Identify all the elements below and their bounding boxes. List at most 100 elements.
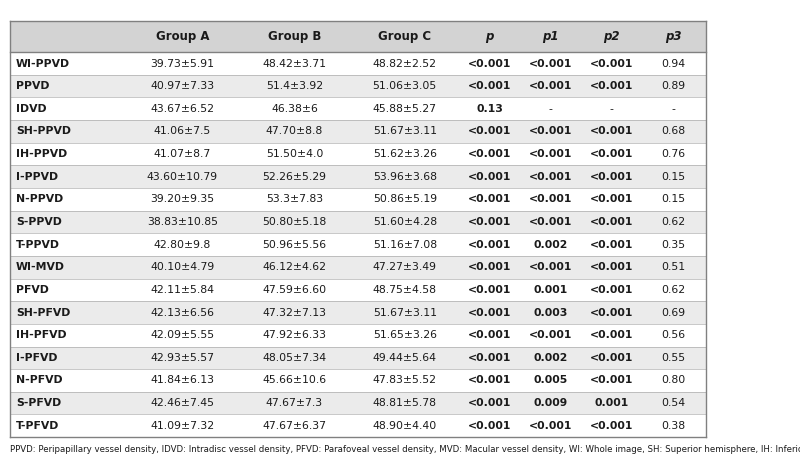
Text: 0.62: 0.62 — [662, 217, 686, 227]
Text: 42.80±9.8: 42.80±9.8 — [154, 240, 211, 249]
Text: PPVD: PPVD — [16, 81, 50, 91]
Bar — [350, 301, 459, 324]
Bar — [238, 120, 350, 143]
Text: <0.001: <0.001 — [590, 195, 633, 204]
Bar — [126, 97, 238, 120]
Text: 0.80: 0.80 — [662, 376, 686, 385]
Bar — [10, 211, 126, 233]
Text: 39.73±5.91: 39.73±5.91 — [150, 59, 214, 68]
Text: <0.001: <0.001 — [529, 81, 572, 91]
Bar — [126, 414, 238, 437]
Text: 0.15: 0.15 — [662, 172, 686, 182]
Bar — [350, 369, 459, 392]
Bar — [10, 233, 126, 256]
Text: <0.001: <0.001 — [529, 172, 572, 182]
Bar — [459, 414, 520, 437]
Text: T-PPVD: T-PPVD — [16, 240, 60, 249]
Bar — [581, 233, 642, 256]
Bar — [581, 75, 642, 97]
Bar — [581, 52, 642, 75]
Bar — [642, 256, 706, 279]
Bar — [581, 97, 642, 120]
Bar — [581, 256, 642, 279]
Bar — [126, 188, 238, 211]
Text: WI-PPVD: WI-PPVD — [16, 59, 70, 68]
Bar — [581, 165, 642, 188]
Text: <0.001: <0.001 — [590, 81, 633, 91]
Bar — [520, 256, 581, 279]
Bar — [642, 414, 706, 437]
Text: 42.11±5.84: 42.11±5.84 — [150, 285, 214, 295]
Text: 51.50±4.0: 51.50±4.0 — [266, 149, 323, 159]
Text: 47.32±7.13: 47.32±7.13 — [262, 308, 326, 317]
Text: <0.001: <0.001 — [468, 149, 511, 159]
Text: PPVD: Peripapillary vessel density, IDVD: Intradisc vessel density, PFVD: Parafo: PPVD: Peripapillary vessel density, IDVD… — [10, 445, 800, 454]
Bar — [10, 52, 126, 75]
Text: <0.001: <0.001 — [468, 172, 511, 182]
Text: 48.81±5.78: 48.81±5.78 — [373, 398, 437, 408]
Bar — [126, 211, 238, 233]
Text: 47.67±6.37: 47.67±6.37 — [262, 421, 326, 431]
Bar — [238, 165, 350, 188]
Text: 47.83±5.52: 47.83±5.52 — [373, 376, 437, 385]
Bar — [581, 188, 642, 211]
Bar — [238, 279, 350, 301]
Text: 0.15: 0.15 — [662, 195, 686, 204]
Text: <0.001: <0.001 — [529, 149, 572, 159]
Bar — [459, 279, 520, 301]
Text: <0.001: <0.001 — [590, 217, 633, 227]
Text: 0.56: 0.56 — [662, 330, 686, 340]
Bar — [238, 414, 350, 437]
Text: 0.005: 0.005 — [534, 376, 567, 385]
Bar — [10, 392, 126, 414]
Text: 0.35: 0.35 — [662, 240, 686, 249]
Bar — [642, 75, 706, 97]
Text: 0.94: 0.94 — [662, 59, 686, 68]
Bar — [520, 211, 581, 233]
Bar — [10, 21, 126, 52]
Text: 53.96±3.68: 53.96±3.68 — [373, 172, 437, 182]
Bar — [459, 52, 520, 75]
Bar — [350, 211, 459, 233]
Bar — [459, 97, 520, 120]
Bar — [520, 120, 581, 143]
Text: 47.70±8.8: 47.70±8.8 — [266, 127, 323, 136]
Bar — [459, 188, 520, 211]
Bar — [520, 75, 581, 97]
Text: <0.001: <0.001 — [529, 330, 572, 340]
Bar — [10, 256, 126, 279]
Text: 43.67±6.52: 43.67±6.52 — [150, 104, 214, 114]
Bar — [459, 346, 520, 369]
Bar — [520, 279, 581, 301]
Text: Group B: Group B — [268, 30, 321, 43]
Text: 47.27±3.49: 47.27±3.49 — [373, 262, 437, 272]
Text: 0.13: 0.13 — [476, 104, 503, 114]
Text: IDVD: IDVD — [16, 104, 46, 114]
Text: 50.80±5.18: 50.80±5.18 — [262, 217, 326, 227]
Bar — [581, 392, 642, 414]
Bar — [126, 324, 238, 346]
Bar — [10, 120, 126, 143]
Text: <0.001: <0.001 — [529, 195, 572, 204]
Bar — [238, 324, 350, 346]
Text: 0.54: 0.54 — [662, 398, 686, 408]
Text: <0.001: <0.001 — [590, 421, 633, 431]
Text: SH-PPVD: SH-PPVD — [16, 127, 71, 136]
Text: 49.44±5.64: 49.44±5.64 — [373, 353, 437, 363]
Bar — [459, 165, 520, 188]
Text: PFVD: PFVD — [16, 285, 49, 295]
Text: 42.46±7.45: 42.46±7.45 — [150, 398, 214, 408]
Bar — [350, 392, 459, 414]
Bar — [642, 301, 706, 324]
Bar — [459, 21, 520, 52]
Bar — [350, 21, 459, 52]
Bar — [350, 143, 459, 165]
Bar — [10, 165, 126, 188]
Text: IH-PFVD: IH-PFVD — [16, 330, 66, 340]
Text: 0.003: 0.003 — [534, 308, 567, 317]
Bar — [581, 324, 642, 346]
Bar — [581, 369, 642, 392]
Bar — [642, 211, 706, 233]
Bar — [10, 97, 126, 120]
Text: I-PFVD: I-PFVD — [16, 353, 58, 363]
